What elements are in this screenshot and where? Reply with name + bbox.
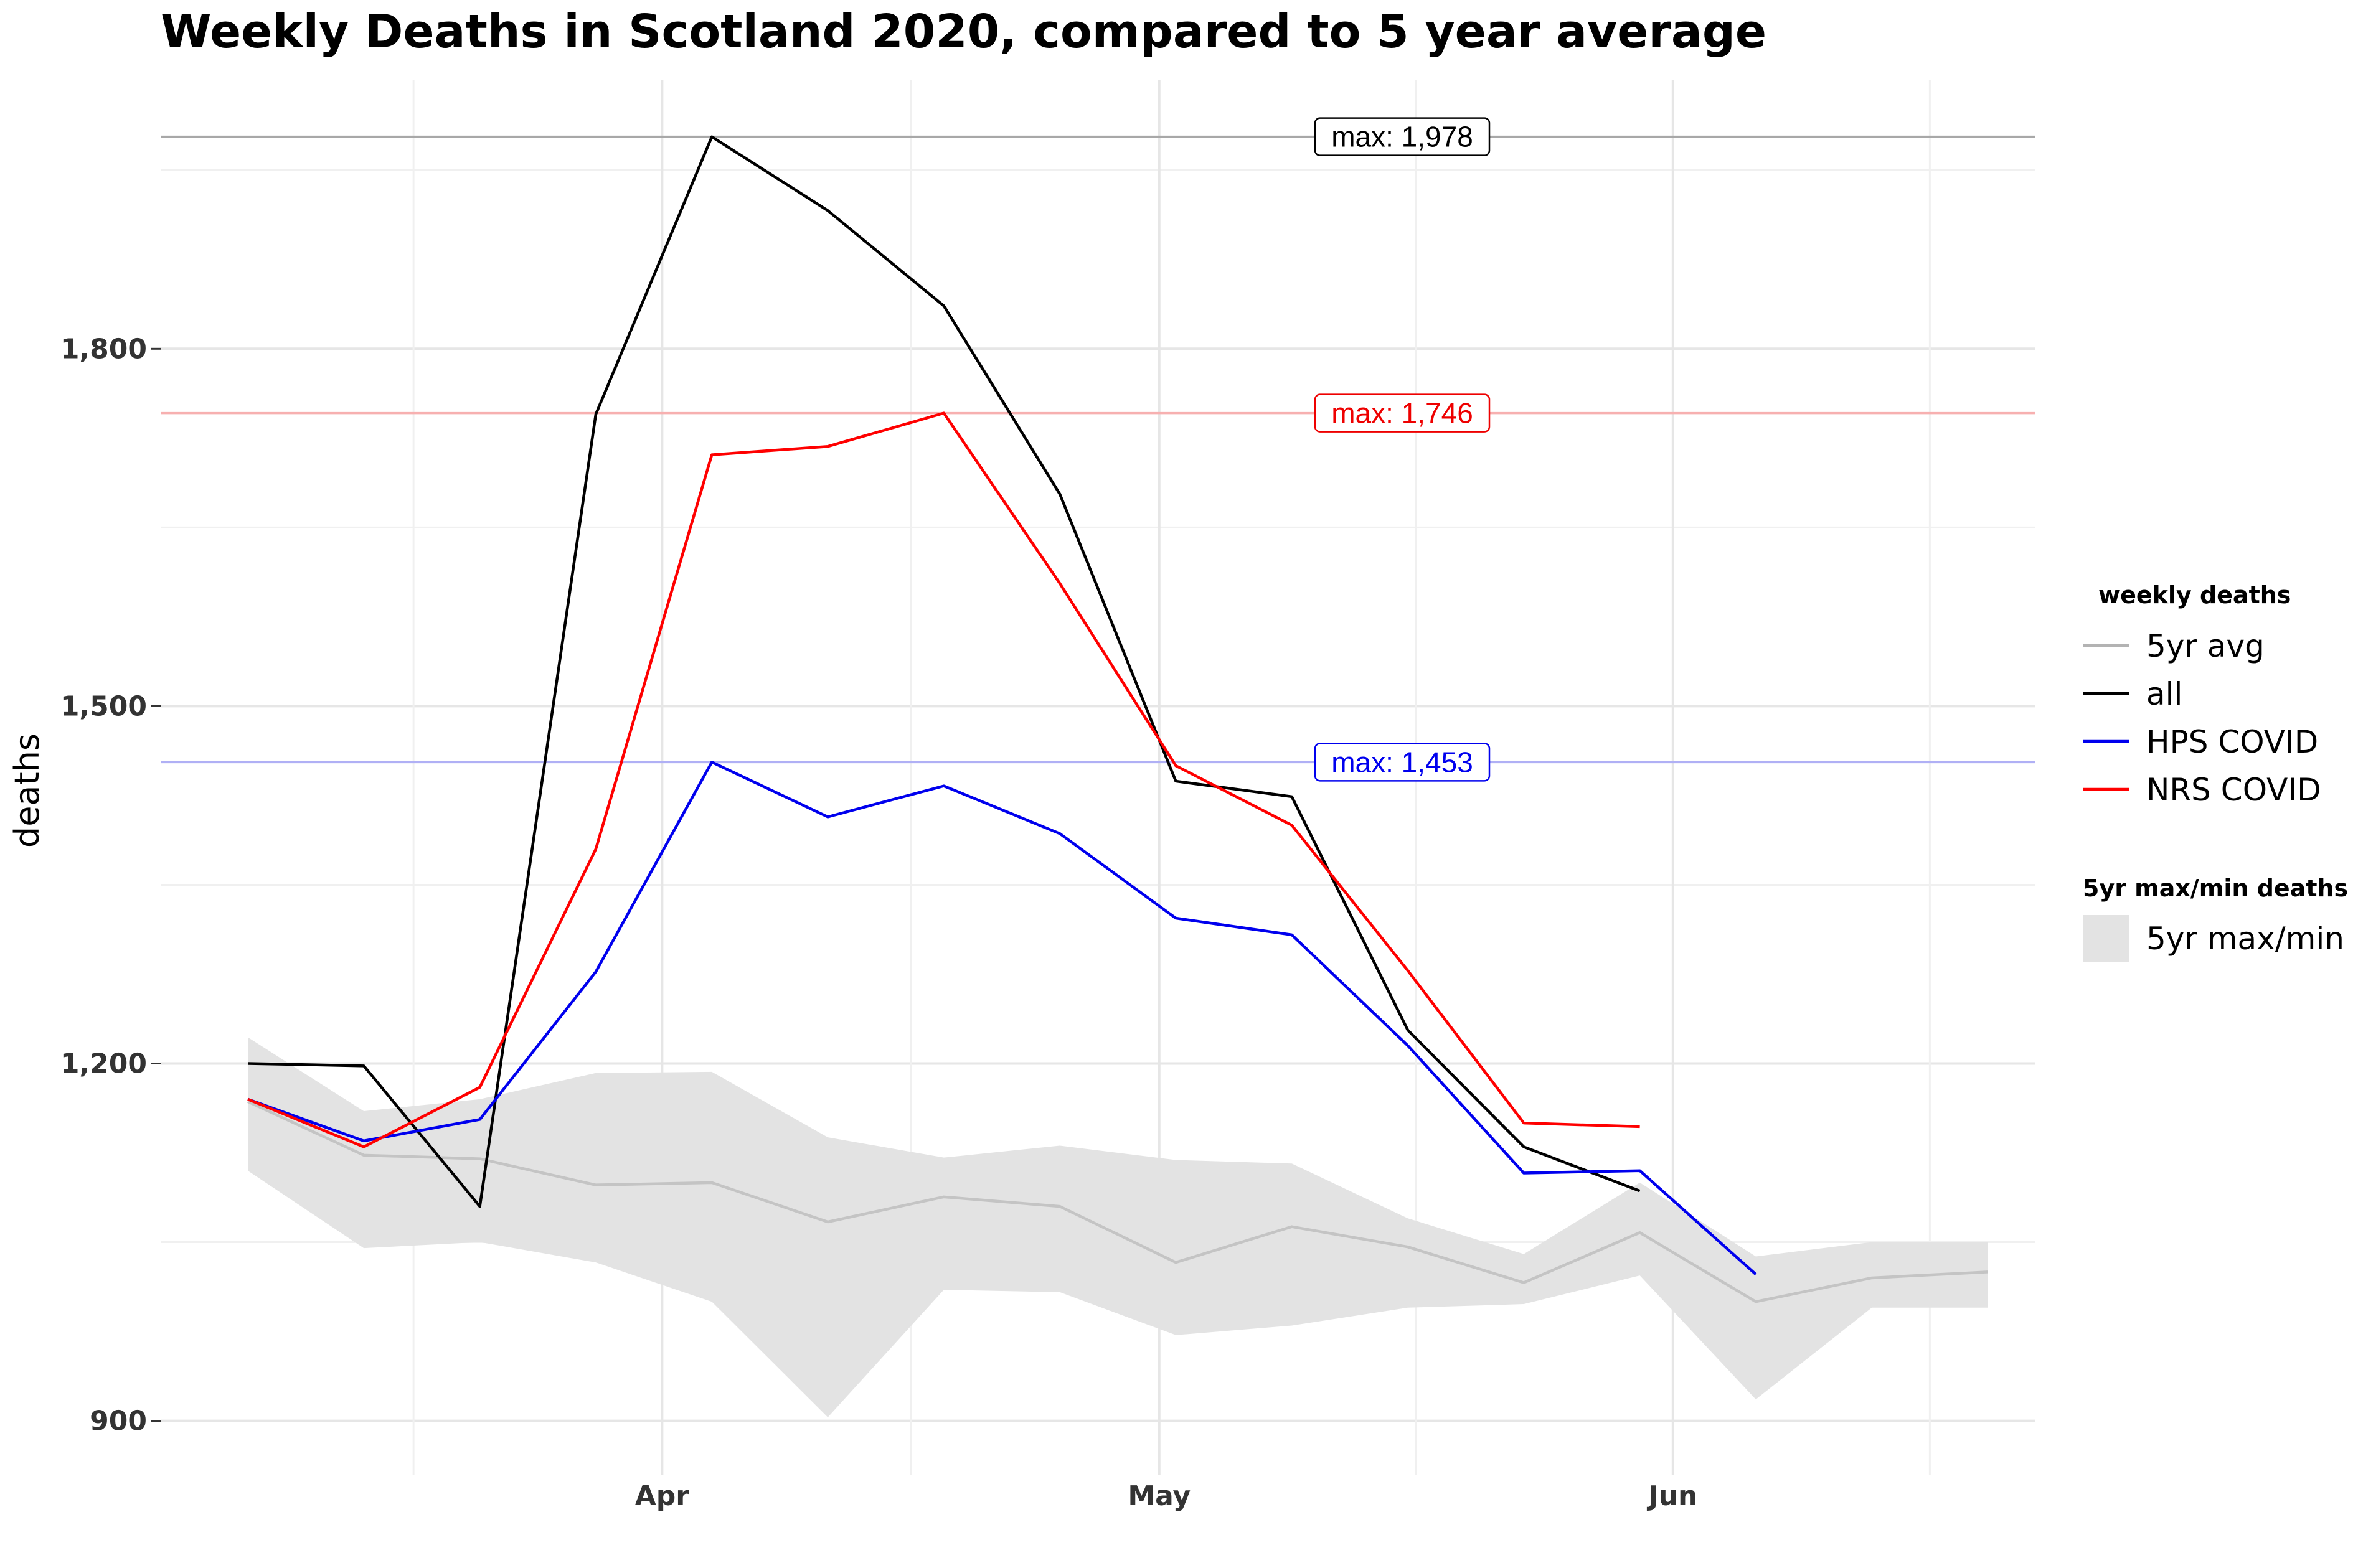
y-tick-label: 1,500 xyxy=(60,690,147,722)
series-line-all xyxy=(247,135,1641,1208)
legend-item-label: 5yr max/min xyxy=(2146,921,2344,957)
band-5yr-max-min xyxy=(248,1037,1988,1417)
legend-key-fill xyxy=(2083,915,2129,962)
series-line-5yr-avg xyxy=(247,1100,1988,1303)
max-annotation-box xyxy=(1314,393,1491,433)
legend-title-weekly-deaths: weekly deaths xyxy=(2098,581,2291,609)
chart-title: Weekly Deaths in Scotland 2020, compared… xyxy=(161,5,1766,59)
y-tick-label: 1,200 xyxy=(60,1048,147,1079)
max-annotation: max: 1,978 xyxy=(1314,117,1491,156)
legend-item-label: 5yr avg xyxy=(2146,628,2265,664)
legend-item-label: all xyxy=(2146,676,2182,712)
annotation-layer: max: 1,978 max: 1,746 max: 1,453 xyxy=(1314,117,1491,782)
legend-title-5yr-max-min: 5yr max/min deaths xyxy=(2083,875,2348,902)
axis-layer: 900 1,200 1,500 1,800 Apr May Jun xyxy=(60,333,1698,1512)
legend-item-label: NRS COVID xyxy=(2146,772,2321,808)
series-line-nrs-covid xyxy=(247,411,1640,1148)
max-annotation: max: 1,746 xyxy=(1314,393,1491,433)
x-tick-label: May xyxy=(1128,1480,1191,1512)
series-line-hps-covid xyxy=(247,761,1757,1275)
x-tick-label: Jun xyxy=(1646,1480,1697,1512)
series-layer xyxy=(247,135,1988,1303)
y-axis-label: deaths xyxy=(7,733,47,848)
y-tick-label: 1,800 xyxy=(60,333,147,365)
max-annotation-label: max: 1,453 xyxy=(1331,746,1473,778)
legend: weekly deaths 5yr avg all HPS COVID NRS COVI… xyxy=(2083,581,2348,962)
x-tick-label: Apr xyxy=(635,1480,690,1512)
max-annotation-label: max: 1,978 xyxy=(1331,121,1473,153)
max-annotation-box xyxy=(1314,743,1491,782)
legend-item-label: HPS COVID xyxy=(2146,724,2318,760)
max-annotation-box xyxy=(1314,117,1491,156)
band-layer xyxy=(248,1037,1988,1417)
reference-lines xyxy=(161,135,2035,764)
max-annotation-label: max: 1,746 xyxy=(1331,397,1473,430)
y-tick-label: 900 xyxy=(90,1406,147,1437)
max-annotation: max: 1,453 xyxy=(1314,743,1491,782)
